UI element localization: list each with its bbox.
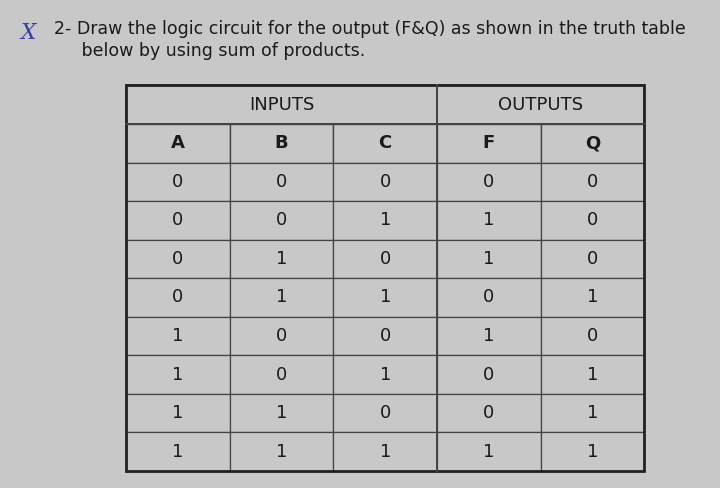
- Bar: [541, 432, 644, 471]
- Text: OUTPUTS: OUTPUTS: [498, 96, 583, 114]
- Text: 1: 1: [587, 366, 598, 384]
- Bar: [541, 355, 644, 394]
- Text: F: F: [482, 134, 495, 152]
- Bar: [126, 85, 644, 471]
- Bar: [230, 163, 333, 201]
- Text: 0: 0: [379, 250, 391, 268]
- Text: 0: 0: [276, 327, 287, 345]
- Text: 0: 0: [587, 173, 598, 191]
- Text: 0: 0: [379, 173, 391, 191]
- Bar: [230, 432, 333, 471]
- Bar: [230, 278, 333, 317]
- Text: 1: 1: [587, 288, 598, 306]
- Bar: [126, 163, 230, 201]
- Bar: [230, 355, 333, 394]
- Bar: [126, 85, 437, 124]
- Bar: [230, 394, 333, 432]
- Text: C: C: [379, 134, 392, 152]
- Text: 1: 1: [483, 327, 495, 345]
- Bar: [230, 201, 333, 240]
- Bar: [437, 278, 541, 317]
- Text: 0: 0: [483, 366, 495, 384]
- Text: INPUTS: INPUTS: [249, 96, 314, 114]
- Text: 0: 0: [483, 404, 495, 422]
- Text: 1: 1: [276, 250, 287, 268]
- Text: 1: 1: [379, 443, 391, 461]
- Text: 0: 0: [587, 211, 598, 229]
- Text: 1: 1: [483, 250, 495, 268]
- Bar: [333, 317, 437, 355]
- Text: 0: 0: [276, 366, 287, 384]
- Text: A: A: [171, 134, 185, 152]
- Bar: [230, 124, 333, 163]
- Bar: [333, 355, 437, 394]
- Text: 1: 1: [587, 443, 598, 461]
- Bar: [126, 355, 230, 394]
- Bar: [230, 240, 333, 278]
- Text: 0: 0: [276, 173, 287, 191]
- Text: 2- Draw the logic circuit for the output (F&Q) as shown in the truth table: 2- Draw the logic circuit for the output…: [54, 20, 685, 38]
- Bar: [437, 317, 541, 355]
- Bar: [333, 124, 437, 163]
- Text: 0: 0: [172, 288, 184, 306]
- Bar: [333, 163, 437, 201]
- Text: 1: 1: [172, 366, 184, 384]
- Text: 0: 0: [483, 288, 495, 306]
- Bar: [541, 278, 644, 317]
- Bar: [126, 432, 230, 471]
- Bar: [437, 201, 541, 240]
- Bar: [126, 317, 230, 355]
- Text: 1: 1: [276, 288, 287, 306]
- Bar: [437, 124, 541, 163]
- Bar: [437, 240, 541, 278]
- Bar: [541, 240, 644, 278]
- Text: 0: 0: [587, 327, 598, 345]
- Bar: [541, 163, 644, 201]
- Bar: [437, 163, 541, 201]
- Bar: [541, 201, 644, 240]
- Text: 1: 1: [587, 404, 598, 422]
- Text: 0: 0: [379, 327, 391, 345]
- Text: 0: 0: [379, 404, 391, 422]
- Bar: [126, 278, 230, 317]
- Bar: [437, 85, 644, 124]
- Text: below by using sum of products.: below by using sum of products.: [54, 42, 365, 61]
- Text: X: X: [20, 22, 35, 44]
- Text: 0: 0: [172, 173, 184, 191]
- Text: 1: 1: [483, 211, 495, 229]
- Bar: [437, 355, 541, 394]
- Bar: [541, 124, 644, 163]
- Bar: [333, 278, 437, 317]
- Text: 1: 1: [379, 211, 391, 229]
- Text: 1: 1: [379, 288, 391, 306]
- Text: 1: 1: [172, 327, 184, 345]
- Text: 0: 0: [276, 211, 287, 229]
- Bar: [230, 317, 333, 355]
- Text: 0: 0: [483, 173, 495, 191]
- Text: 0: 0: [172, 211, 184, 229]
- Text: 1: 1: [172, 443, 184, 461]
- Bar: [541, 317, 644, 355]
- Text: 1: 1: [172, 404, 184, 422]
- Bar: [333, 432, 437, 471]
- Bar: [126, 124, 230, 163]
- Text: 0: 0: [172, 250, 184, 268]
- Bar: [126, 394, 230, 432]
- Text: 0: 0: [587, 250, 598, 268]
- Text: 1: 1: [276, 443, 287, 461]
- Bar: [333, 394, 437, 432]
- Bar: [437, 432, 541, 471]
- Text: 1: 1: [379, 366, 391, 384]
- Bar: [333, 201, 437, 240]
- Text: Q: Q: [585, 134, 600, 152]
- Bar: [126, 240, 230, 278]
- Text: B: B: [275, 134, 288, 152]
- Bar: [333, 240, 437, 278]
- Text: 1: 1: [483, 443, 495, 461]
- Bar: [437, 394, 541, 432]
- Bar: [126, 201, 230, 240]
- Bar: [541, 394, 644, 432]
- Text: 1: 1: [276, 404, 287, 422]
